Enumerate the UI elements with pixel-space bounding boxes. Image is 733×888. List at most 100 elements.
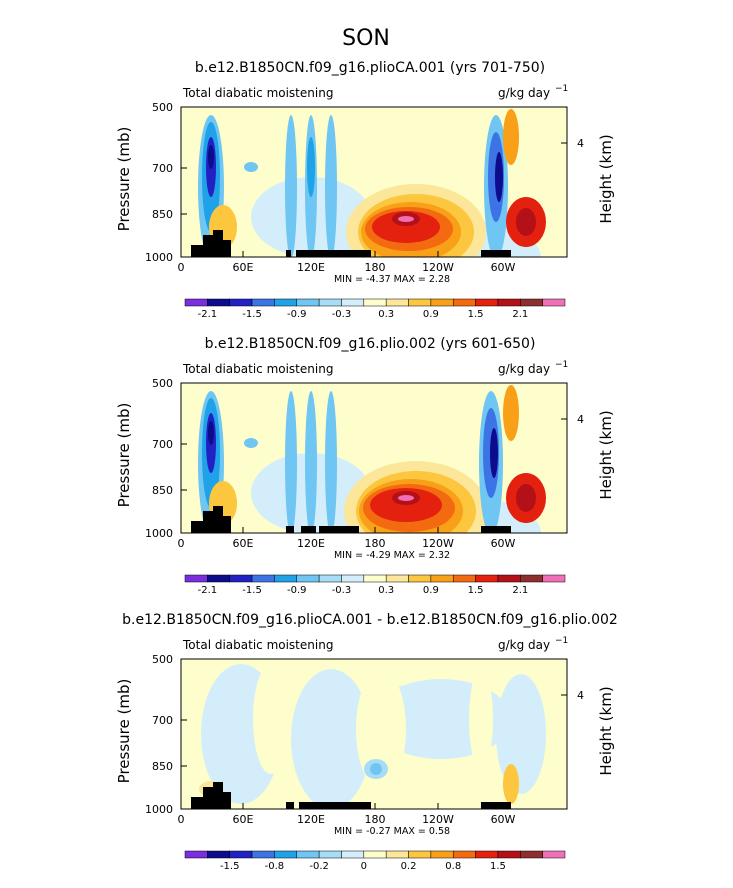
colorbar-cell	[363, 574, 387, 583]
colorbar-label: -0.9	[287, 309, 307, 320]
land-mask	[213, 506, 223, 533]
y-right-axis-label: Height (km)	[597, 134, 615, 223]
colorbar-cell	[408, 574, 432, 583]
colorbar-cell	[184, 574, 208, 583]
colorbar-cell	[363, 298, 387, 307]
y-tick-label: 500	[152, 653, 173, 666]
colorbar-label: 1.5	[468, 585, 484, 596]
x-tick-label: 60W	[491, 813, 516, 826]
colorbar-label: 2.1	[512, 585, 528, 596]
colorbar-label: -0.2	[309, 861, 329, 872]
colorbar-cell	[520, 574, 543, 583]
colorbar-cell	[341, 850, 365, 859]
contour-region	[398, 495, 414, 501]
panel-3: b.e12.B1850CN.f09_g16.plioCA.001 - b.e12…	[115, 612, 618, 872]
colorbar-cell	[251, 574, 275, 583]
colorbar-label: 0.3	[378, 585, 394, 596]
colorbar-cell	[542, 574, 566, 583]
colorbar-cell	[430, 298, 454, 307]
contour-region	[516, 484, 536, 512]
x-tick-label: 120E	[297, 261, 325, 274]
panel-subtitle: Total diabatic moistening	[182, 362, 333, 376]
colorbar-label: 1.5	[490, 861, 506, 872]
colorbar-cell	[385, 298, 409, 307]
contour-region	[307, 137, 315, 197]
heatmap-field	[181, 383, 567, 533]
x-tick-label: 0	[178, 537, 185, 550]
colorbar-cell	[408, 298, 432, 307]
colorbar-cell	[520, 298, 543, 307]
land-mask	[223, 792, 231, 809]
season-title: SON	[342, 26, 390, 51]
colorbar-label: -2.1	[198, 309, 218, 320]
x-tick-label: 60E	[233, 537, 254, 550]
colorbar-cell	[251, 298, 275, 307]
panels: b.e12.B1850CN.f09_g16.plioCA.001 (yrs 70…	[115, 60, 618, 872]
colorbar-cell	[542, 850, 566, 859]
x-tick-label: 60E	[233, 261, 254, 274]
min-max-label: MIN = -0.27 MAX = 0.58	[334, 826, 450, 837]
units-exponent: −1	[555, 636, 568, 646]
y-right-axis-label: Height (km)	[597, 686, 615, 775]
colorbar-label: -1.5	[242, 585, 262, 596]
y-tick-label: 700	[152, 438, 173, 451]
colorbar-cell	[497, 850, 521, 859]
units-exponent: −1	[555, 84, 568, 94]
colorbar-cell	[475, 574, 499, 583]
y-tick-label: 850	[152, 208, 173, 221]
y-tick-label: 500	[152, 101, 173, 114]
x-tick-label: 0	[178, 813, 185, 826]
panel-2: b.e12.B1850CN.f09_g16.plio.002 (yrs 601-…	[115, 336, 615, 596]
colorbar-label: -2.1	[198, 585, 218, 596]
plot-frame	[180, 658, 568, 810]
land-mask	[319, 526, 359, 533]
plot-frame	[180, 382, 568, 534]
colorbar-label: 0.2	[401, 861, 417, 872]
min-max-label: MIN = -4.37 MAX = 2.28	[334, 274, 450, 285]
land-mask	[481, 802, 511, 809]
colorbar-cell	[452, 850, 476, 859]
colorbar-cell	[296, 298, 320, 307]
colorbar-cell	[207, 574, 230, 583]
y-right-tick-label: 4	[577, 689, 584, 702]
colorbar-cell	[385, 850, 409, 859]
colorbar-cell	[452, 298, 476, 307]
y-right-tick-label: 4	[577, 137, 584, 150]
land-mask	[286, 802, 294, 809]
contour-region	[356, 669, 406, 789]
colorbar-cell	[274, 850, 298, 859]
contour-region	[291, 669, 371, 809]
colorbar-cell	[542, 298, 566, 307]
colorbar-cell	[475, 298, 499, 307]
x-tick-label: 120E	[297, 813, 325, 826]
y-tick-label: 700	[152, 162, 173, 175]
land-mask	[481, 250, 511, 257]
land-mask	[481, 526, 511, 533]
colorbar-label: 0.9	[423, 585, 439, 596]
land-mask	[203, 235, 213, 257]
colorbar-cell	[497, 574, 521, 583]
y-tick-label: 850	[152, 484, 173, 497]
y-tick-label: 700	[152, 714, 173, 727]
land-mask	[286, 250, 291, 257]
colorbar-cell	[341, 298, 365, 307]
contour-region	[325, 391, 337, 533]
panel-subtitle: Total diabatic moistening	[182, 638, 333, 652]
land-mask	[223, 240, 231, 257]
colorbar-cell	[251, 850, 275, 859]
colorbar-label: -1.5	[220, 861, 240, 872]
contour-region	[398, 216, 414, 222]
contour-region	[370, 763, 382, 775]
colorbar-cell	[430, 574, 454, 583]
colorbar-cell	[430, 850, 454, 859]
y-axis-label: Pressure (mb)	[115, 403, 133, 508]
colorbar-cell	[363, 850, 387, 859]
y-right-axis-label: Height (km)	[597, 410, 615, 499]
colorbar-label: 0.9	[423, 309, 439, 320]
land-mask	[213, 230, 223, 257]
x-tick-label: 180	[365, 813, 386, 826]
colorbar-cell	[341, 574, 365, 583]
colorbar-cell	[229, 298, 253, 307]
contour-region	[244, 162, 258, 172]
colorbar-cell	[318, 298, 342, 307]
